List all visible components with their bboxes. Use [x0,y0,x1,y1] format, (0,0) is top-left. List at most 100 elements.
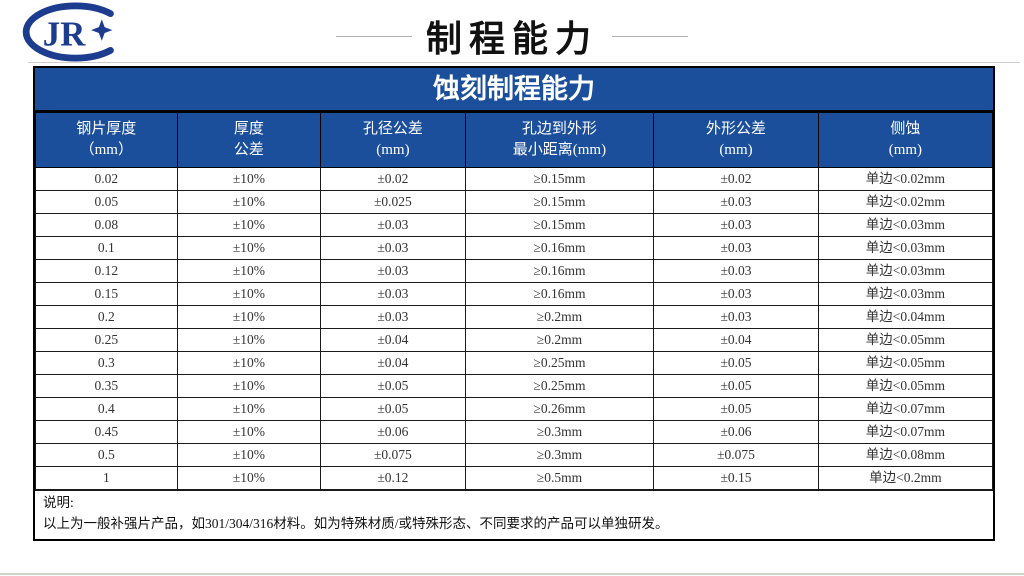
table-cell: ±0.03 [320,305,466,329]
table-cell: 0.08 [35,213,178,237]
col-header-line2: （mm） [79,142,133,158]
col-header-line1: 钢片厚度 [76,121,137,137]
table-cell: 0.15 [35,282,178,306]
table-cell: ±10% [176,282,322,306]
table-cell: ≥0.25mm [464,351,655,375]
table-cell: ±0.04 [653,328,819,352]
title-rule-left [335,35,412,37]
table-cell: ±0.03 [320,282,466,306]
table-cell: 单边<0.04mm [817,305,994,329]
table-cell: ±0.04 [320,328,466,352]
table-cell: ±10% [176,328,322,352]
table-cell: 单边<0.2mm [817,466,994,490]
table-row: 0.08 ±10% ±0.03 ≥0.15mm ±0.03 单边<0.03mm [35,213,994,237]
col-header-line1: 侧蚀 [890,121,921,137]
capability-table: 蚀刻制程能力 钢片厚度 （mm） 厚度 公差 孔径公差 [33,66,995,541]
col-header-line1: 孔径公差 [362,121,423,137]
table-cell: 0.3 [35,351,178,375]
table-cell: 0.4 [35,397,178,421]
table-cell: ≥0.16mm [464,236,655,260]
table-cell: ±10% [176,420,322,444]
col-header-line2: (mm) [888,142,923,158]
table-cell: ±10% [176,213,322,237]
table-cell: ±10% [176,466,322,490]
table-row: 0.45 ±10% ±0.06 ≥0.3mm ±0.06 单边<0.07mm [35,420,994,444]
col-header-line2: (mm) [376,142,410,158]
table-cell: 单边<0.07mm [817,420,994,444]
table-cell: ±0.03 [320,213,466,237]
table-row: 0.12 ±10% ±0.03 ≥0.16mm ±0.03 单边<0.03mm [35,259,994,283]
table-cell: ±10% [176,190,322,214]
table-cell: 单边<0.05mm [817,328,994,352]
table-cell: 单边<0.03mm [817,282,994,306]
col-header-outline-tolerance: 外形公差 (mm) [653,112,819,168]
table-cell: 0.25 [35,328,178,352]
table-cell: 0.02 [35,167,178,191]
col-header-thickness-tolerance: 厚度 公差 [176,112,322,168]
table-cell: ±0.05 [320,397,466,421]
table-cell: ±0.025 [320,190,466,214]
table-cell: ±0.03 [320,259,466,283]
table-cell: ±0.05 [653,351,819,375]
col-header-line1: 外形公差 [705,121,766,137]
table-cell: ±10% [176,374,322,398]
table-cell: ±0.03 [653,305,819,329]
table-cell: ≥0.3mm [464,443,655,467]
col-header-side-etch: 侧蚀 (mm) [817,112,994,168]
table-cell: ±10% [176,443,322,467]
table-cell: ≥0.16mm [464,282,655,306]
table-cell: ≥0.26mm [464,397,655,421]
table-cell: ≥0.2mm [464,305,655,329]
table-cell: ±0.05 [653,374,819,398]
header-divider [28,62,1020,63]
table-cell: ±0.075 [320,443,466,467]
table-body: 0.02 ±10% ±0.02 ≥0.15mm ±0.02 单边<0.02mm 0.05 ±1… [35,167,994,490]
table-header-row: 钢片厚度 （mm） 厚度 公差 孔径公差 (mm) 孔边到外形 最小距离(mm) [35,112,994,168]
table-cell: 单边<0.05mm [817,374,994,398]
table-cell: ±10% [176,236,322,260]
table-cell: ±0.02 [320,167,466,191]
table-cell: 0.45 [35,420,178,444]
table-cell: ±0.05 [653,397,819,421]
table-row: 0.4 ±10% ±0.05 ≥0.26mm ±0.05 单边<0.07mm [35,397,994,421]
table-cell: ±10% [176,259,322,283]
table-cell: 单边<0.03mm [817,213,994,237]
note-text: 以上为一般补强片产品，如301/304/316材料。如为特殊材质/或特殊形态、不… [43,515,669,531]
table-row: 0.25 ±10% ±0.04 ≥0.2mm ±0.04 单边<0.05mm [35,328,994,352]
table-cell: 单边<0.08mm [817,443,994,467]
table-cell: 0.12 [35,259,178,283]
table-cell: 0.35 [35,374,178,398]
table-cell: ≥0.15mm [464,190,655,214]
table-cell: ≥0.16mm [464,259,655,283]
table-row: 0.5 ±10% ±0.075 ≥0.3mm ±0.075 单边<0.08mm [35,443,994,467]
table-cell: ±10% [176,305,322,329]
table-cell: 单边<0.03mm [817,236,994,260]
table-cell: ±0.02 [653,167,819,191]
table-row: 0.02 ±10% ±0.02 ≥0.15mm ±0.02 单边<0.02mm [35,167,994,191]
page-title-strip: 制程能力 [0,14,1024,59]
table-row: 0.05 ±10% ±0.025 ≥0.15mm ±0.03 单边<0.02mm [35,190,994,214]
table-cell: ±0.075 [653,443,819,467]
capability-grid: 钢片厚度 （mm） 厚度 公差 孔径公差 (mm) 孔边到外形 最小距离(mm) [35,112,994,490]
table-cell: ±0.15 [653,466,819,490]
col-header-line1: 厚度 [233,121,264,137]
table-cell: ≥0.15mm [464,167,655,191]
title-rule-right [612,35,688,37]
logo-star-icon [91,19,113,41]
table-cell: ±10% [176,167,322,191]
note-label: 说明: [43,495,74,510]
table-cell: 0.1 [35,236,178,260]
table-cell: 0.2 [35,305,178,329]
col-header-line2: (mm) [719,142,753,158]
company-logo: JR [22,2,114,62]
table-row: 1 ±10% ±0.12 ≥0.5mm ±0.15 单边<0.2mm [35,466,994,490]
logo-ring [22,2,114,62]
table-row: 0.15 ±10% ±0.03 ≥0.16mm ±0.03 单边<0.03mm [35,282,994,306]
table-cell: ≥0.5mm [464,466,655,490]
table-cell: ±0.06 [320,420,466,444]
table-cell: ±0.03 [653,259,819,283]
table-cell: 1 [35,466,178,490]
table-cell: ≥0.15mm [464,213,655,237]
table-cell: ±0.05 [320,374,466,398]
